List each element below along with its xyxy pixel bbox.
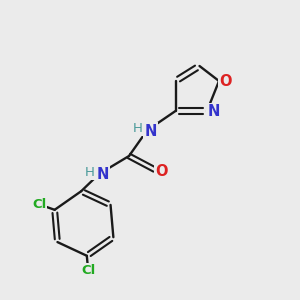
Text: Cl: Cl: [81, 264, 95, 277]
Text: Cl: Cl: [32, 198, 46, 211]
Text: H: H: [133, 122, 142, 135]
Text: O: O: [219, 74, 232, 88]
Text: N: N: [96, 167, 109, 182]
Text: O: O: [155, 164, 167, 178]
Text: N: N: [207, 104, 220, 119]
Text: H: H: [85, 166, 94, 179]
Text: N: N: [144, 124, 157, 139]
